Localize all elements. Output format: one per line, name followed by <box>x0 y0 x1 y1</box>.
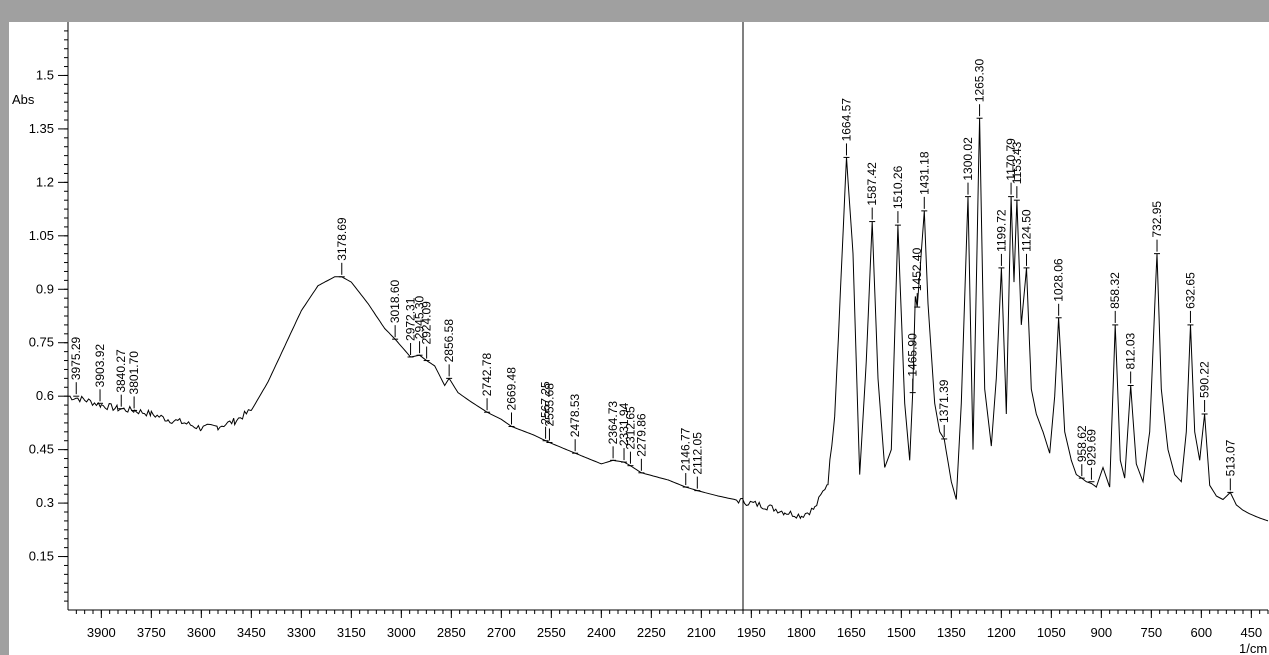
peak-label: 2945.30 <box>413 295 427 339</box>
peak-label: 1124.50 <box>1020 209 1034 252</box>
y-tick-label: 0.15 <box>29 549 54 564</box>
peak-label: 1465.90 <box>906 333 920 377</box>
peak-label: 1170.79 <box>1004 138 1018 181</box>
x-tick-label: 750 <box>1140 625 1162 640</box>
peak-label: 2146.77 <box>679 427 693 471</box>
peak-label: 2478.53 <box>568 393 582 437</box>
peak-label: 812.03 <box>1124 332 1138 369</box>
x-tick-label: 2850 <box>437 625 466 640</box>
peak-label: 858.32 <box>1108 272 1122 309</box>
peak-label: 2555.68 <box>542 383 556 427</box>
x-tick-label: 2100 <box>687 625 716 640</box>
x-tick-label: 1950 <box>737 625 766 640</box>
peak-label: 2924.09 <box>420 301 434 345</box>
y-tick-label: 0.45 <box>29 442 54 457</box>
peak-label: 590.22 <box>1198 361 1212 398</box>
peak-label: 3840.27 <box>114 349 128 393</box>
x-tick-label: 3000 <box>387 625 416 640</box>
x-tick-label: 600 <box>1190 625 1212 640</box>
peak-label: 513.07 <box>1223 439 1237 476</box>
peak-label: 1199.72 <box>994 209 1008 252</box>
y-tick-label: 1.2 <box>36 174 54 189</box>
spectrum-series <box>67 118 1269 522</box>
plot-area[interactable] <box>9 22 1269 655</box>
peak-label: 2669.48 <box>505 367 519 411</box>
x-tick-label: 2400 <box>587 625 616 640</box>
x-tick-label: 1800 <box>787 625 816 640</box>
peak-label: 2112.05 <box>690 432 704 475</box>
peak-label: 1153.43 <box>1010 141 1024 184</box>
y-tick-label: 0.3 <box>36 495 54 510</box>
x-tick-label: 2550 <box>537 625 566 640</box>
y-axis-label: Abs <box>12 92 35 107</box>
peak-label: 2972.31 <box>404 297 418 341</box>
x-tick-label: 1500 <box>887 625 916 640</box>
peak-label: 3018.60 <box>388 279 402 323</box>
peak-label: 1265.30 <box>973 59 987 103</box>
x-tick-label: 3450 <box>237 625 266 640</box>
peak-label: 3903.92 <box>93 344 107 388</box>
x-tick-label: 1200 <box>987 625 1016 640</box>
x-tick-label: 1350 <box>937 625 966 640</box>
peak-label: 1452.40 <box>910 247 924 291</box>
peak-label: 1587.42 <box>865 162 879 206</box>
peak-label: 2279.86 <box>634 413 648 457</box>
peak-label: 1371.39 <box>937 379 951 423</box>
y-tick-label: 0.9 <box>36 281 54 296</box>
peak-label: 632.65 <box>1183 272 1197 309</box>
x-tick-label: 1650 <box>837 625 866 640</box>
peak-label: 2331.94 <box>617 402 631 446</box>
y-tick-label: 0.6 <box>36 388 54 403</box>
peak-label: 929.69 <box>1084 429 1098 466</box>
peak-label: 2312.65 <box>623 406 637 450</box>
peak-label: 2567.25 <box>539 381 553 425</box>
peak-label: 1028.06 <box>1052 258 1066 302</box>
peak-label: 2364.73 <box>606 401 620 445</box>
peak-label: 732.95 <box>1150 201 1164 238</box>
peak-label: 1664.57 <box>839 98 853 142</box>
x-tick-label: 3900 <box>87 625 116 640</box>
peak-label: 1510.26 <box>891 165 905 209</box>
peak-label: 2856.58 <box>442 319 456 363</box>
x-tick-label: 450 <box>1240 625 1262 640</box>
peak-label: 3975.29 <box>69 336 83 380</box>
peak-label: 1431.18 <box>917 151 931 195</box>
x-tick-label: 2250 <box>637 625 666 640</box>
x-tick-label: 1050 <box>1037 625 1066 640</box>
peak-label: 3801.70 <box>127 351 141 395</box>
y-axis: 0.15 0.3 0.45 0.6 0.75 0.9 1.05 1.2 1.35 1.5 <box>29 22 1269 614</box>
y-tick-label: 1.05 <box>29 228 54 243</box>
peak-label: 2742.78 <box>480 353 494 397</box>
x-tick-label: 3750 <box>137 625 166 640</box>
peak-label: 1300.02 <box>961 137 975 181</box>
x-tick-label: 2700 <box>487 625 516 640</box>
y-tick-label: 1.5 <box>36 67 54 82</box>
x-tick-label: 3150 <box>337 625 366 640</box>
x-tick-label: 3300 <box>287 625 316 640</box>
peak-label: 3178.69 <box>335 217 349 261</box>
x-tick-label: 3600 <box>187 625 216 640</box>
spectrum-line <box>67 118 1269 522</box>
x-axis: 3900 3750 3600 3450 3300 3150 3000 2850 2700 2550… <box>68 22 1268 640</box>
x-tick-label: 900 <box>1090 625 1112 640</box>
y-tick-label: 0.75 <box>29 335 54 350</box>
x-axis-label: 1/cm <box>1239 641 1267 655</box>
peak-label: 958.62 <box>1075 425 1089 462</box>
y-tick-label: 1.35 <box>29 121 54 136</box>
